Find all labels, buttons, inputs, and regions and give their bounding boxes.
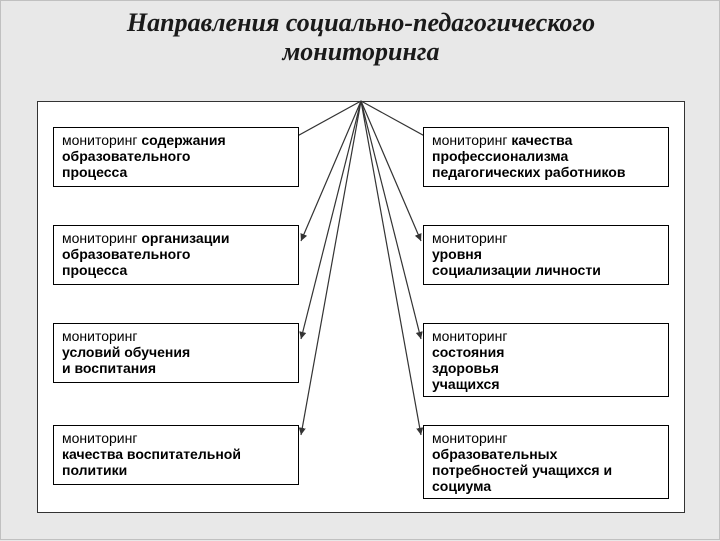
diagram-box: мониторингсостоянияздоровьяучащихся <box>423 323 669 397</box>
diagram-box: мониторингусловий обучения и воспитания <box>53 323 299 383</box>
diagram-box: мониторинг организацииобразовательногопр… <box>53 225 299 285</box>
slide-title: Направления социально-педагогическогомон… <box>1 9 720 66</box>
diagram-box: мониторинг качествапрофессионализмапедаг… <box>423 127 669 187</box>
diagram-box: мониторингобразовательныхпотребностей уч… <box>423 425 669 499</box>
diagram-box: мониторингуровнясоциализации личности <box>423 225 669 285</box>
diagram-box: мониторинг содержанияобразовательногопро… <box>53 127 299 187</box>
diagram-box: мониторингкачества воспитательнойполитик… <box>53 425 299 485</box>
